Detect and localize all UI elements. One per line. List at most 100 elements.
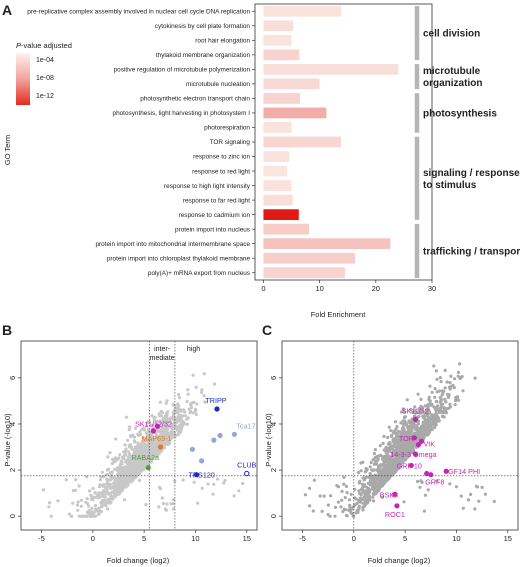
protein-point — [392, 431, 396, 435]
highlight-point — [217, 432, 223, 439]
protein-point — [434, 369, 438, 373]
protein-point — [122, 456, 126, 461]
go-term-label: photosynthesis, light harvesting in phot… — [113, 110, 251, 117]
protein-point — [424, 424, 428, 428]
highlight-point — [157, 444, 164, 450]
go-term-label: protein import into nucleus — [175, 226, 250, 233]
y-tick-label: 2 — [8, 468, 17, 472]
protein-point — [371, 495, 375, 499]
protein-point — [383, 460, 387, 464]
protein-point — [382, 480, 386, 484]
protein-point — [366, 486, 370, 491]
protein-point — [385, 467, 389, 471]
protein-point — [390, 433, 394, 437]
go-term-label: response to high light intensity — [164, 183, 251, 190]
protein-point — [106, 497, 110, 501]
protein-point — [56, 499, 60, 503]
protein-point — [368, 465, 372, 469]
protein-point — [409, 408, 413, 412]
protein-point — [141, 452, 145, 457]
protein-point — [440, 389, 444, 393]
protein-point — [120, 488, 124, 493]
highlight-point — [418, 438, 425, 444]
protein-point — [399, 443, 403, 447]
protein-point — [97, 485, 102, 489]
protein-point — [102, 494, 107, 498]
protein-point — [353, 503, 357, 507]
protein-point — [143, 428, 147, 432]
protein-point — [369, 473, 373, 477]
protein-point — [152, 418, 156, 422]
y-tick-label: 0 — [8, 514, 17, 518]
go-term-bar — [263, 136, 341, 148]
protein-point — [111, 495, 115, 499]
protein-point — [394, 427, 398, 431]
protein-point — [165, 440, 169, 444]
protein-point — [200, 486, 204, 490]
go-term-bar — [263, 107, 327, 119]
protein-point — [378, 474, 382, 478]
protein-point — [177, 396, 181, 400]
protein-point — [395, 434, 399, 438]
protein-point — [100, 470, 104, 474]
protein-point — [131, 475, 135, 479]
highlight-point — [150, 428, 156, 434]
protein-point — [136, 441, 140, 445]
protein-point — [421, 433, 425, 437]
protein-point — [453, 377, 457, 381]
protein-point — [174, 433, 178, 438]
x-tick-label: 15 — [243, 534, 251, 543]
protein-point — [369, 460, 373, 465]
protein-point — [395, 425, 399, 429]
protein-point — [232, 494, 236, 498]
protein-point — [419, 397, 423, 401]
protein-point — [433, 407, 437, 411]
protein-point — [161, 427, 165, 431]
protein-point — [195, 402, 199, 406]
protein-point — [377, 488, 381, 493]
protein-point — [428, 402, 432, 406]
go-term-bar — [263, 63, 399, 75]
protein-point — [176, 429, 180, 433]
protein-point — [399, 410, 404, 414]
protein-point — [428, 384, 432, 388]
protein-point — [202, 372, 206, 376]
protein-point — [340, 498, 344, 502]
protein-point — [395, 440, 399, 444]
protein-point — [170, 433, 174, 437]
protein-point — [375, 455, 379, 459]
protein-point — [365, 489, 369, 493]
protein-point — [126, 474, 130, 478]
protein-point — [159, 421, 163, 425]
protein-point — [192, 480, 196, 484]
protein-point — [461, 506, 465, 510]
zone-label-high: high — [187, 346, 200, 353]
panel-c-label: C — [262, 322, 272, 338]
protein-point — [64, 478, 68, 482]
go-term-bar — [263, 180, 292, 191]
protein-point — [340, 489, 344, 493]
protein-point — [461, 389, 465, 393]
y-tick-label: 2 — [269, 468, 278, 472]
protein-point — [397, 448, 401, 452]
protein-point — [401, 434, 405, 438]
protein-point — [105, 468, 109, 472]
protein-point — [453, 403, 457, 407]
protein-point — [351, 514, 355, 518]
protein-point — [342, 482, 346, 486]
protein-point — [48, 501, 52, 505]
protein-point — [136, 462, 141, 466]
protein-point — [354, 497, 358, 501]
protein-point — [212, 382, 217, 386]
protein-point — [452, 385, 456, 390]
protein-point — [179, 409, 183, 413]
protein-point — [162, 446, 166, 450]
highlight-point — [394, 503, 400, 509]
protein-point — [447, 406, 451, 410]
pvalue-legend: P-value adjusted 1e-04 1e-08 1e-12 — [16, 41, 72, 105]
protein-point — [356, 509, 360, 513]
protein-point — [136, 432, 140, 436]
protein-point — [165, 419, 169, 423]
protein-point — [394, 468, 398, 472]
protein-point — [91, 498, 95, 502]
